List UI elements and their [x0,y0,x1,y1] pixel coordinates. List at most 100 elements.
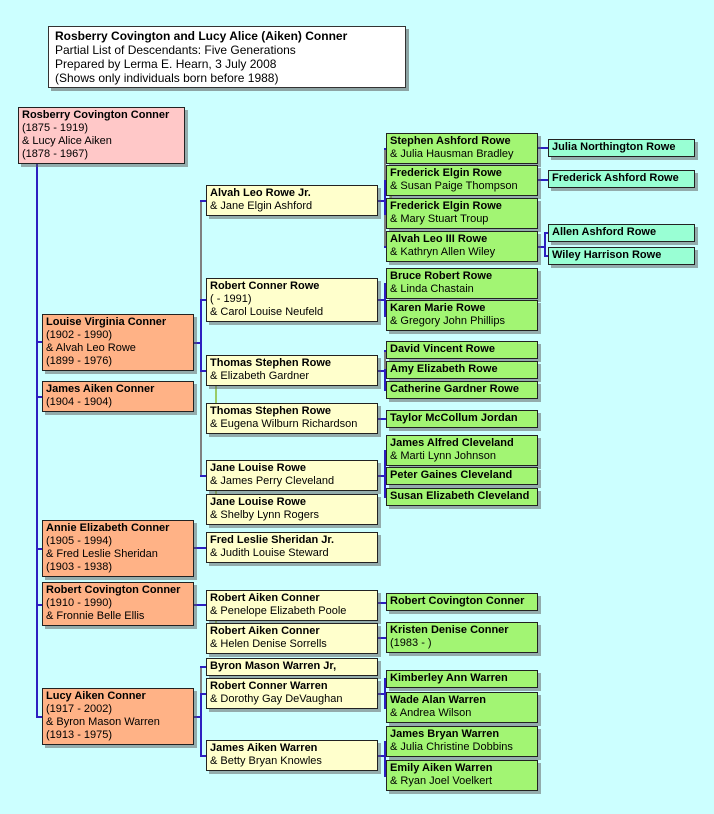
person-box-karen-marie-rowe: Karen Marie Rowe & Gregory John Phillips [386,300,538,331]
person-detail: (1913 - 1975) [46,729,113,741]
descent-line [200,693,202,757]
person-detail: & Mary Stuart Troup [390,213,489,225]
person-box-jane-louise-rowe-2: Jane Louise Rowe & Shelby Lynn Rogers [206,494,378,525]
person-box-robert-aiken-conner-2: Robert Aiken Conner & Helen Denise Sorrel… [206,623,378,654]
person-detail: & Shelby Lynn Rogers [210,509,320,521]
descent-line [194,716,202,718]
descent-line [200,299,202,372]
descent-line [378,200,386,202]
descent-line [538,246,546,248]
person-detail: & Fronnie Belle Ellis [46,610,145,622]
person-box-louise-virginia-conner: Louise Virginia Conner (1902 - 1990) & Alv… [42,314,194,371]
person-name: Jane Louise Rowe [210,496,306,508]
person-name: Catherine Gardner Rowe [390,383,519,395]
person-name: Frederick Ashford Rowe [552,172,679,184]
person-detail: & Kathryn Allen Wiley [390,246,496,258]
person-box-peter-gaines-cleveland: Peter Gaines Cleveland [386,467,538,485]
chart-prepared-by: Prepared by Lerma E. Hearn, 3 July 2008 [55,57,277,71]
person-detail: & Susan Paige Thompson [390,180,518,192]
person-detail: & Jane Elgin Ashford [210,200,313,212]
person-box-kristen-denise-conner: Kristen Denise Conner (1983 - ) [386,622,538,653]
person-name: James Bryan Warren [390,728,500,740]
person-box-amy-elizabeth-rowe: Amy Elizabeth Rowe [386,361,538,379]
descent-line [378,637,388,639]
person-box-susan-elizabeth-cleveland: Susan Elizabeth Cleveland [386,488,538,506]
person-box-julia-northington-rowe: Julia Northington Rowe [548,139,695,157]
person-name: James Alfred Cleveland [390,437,514,449]
person-name: Karen Marie Rowe [390,302,486,314]
chart-note: (Shows only individuals born before 1988… [55,71,279,85]
same-person-link [215,620,217,625]
person-detail: & Dorothy Gay DeVaughan [210,693,343,705]
person-detail: (1875 - 1919) [22,122,89,134]
descent-line [200,299,208,301]
person-detail: & Alvah Leo Rowe [46,342,136,354]
person-box-emily-aiken-warren: Emily Aiken Warren & Ryan Joel Voelkert [386,760,538,791]
person-box-david-vincent-rowe: David Vincent Rowe [386,341,538,359]
person-name: Amy Elizabeth Rowe [390,363,498,375]
descent-line [200,200,208,202]
descent-line [200,755,208,757]
person-name: Julia Northington Rowe [552,141,676,153]
person-detail: & Judith Louise Steward [210,547,329,559]
person-name: Thomas Stephen Rowe [210,405,332,417]
person-box-wade-alan-warren: Wade Alan Warren & Andrea Wilson [386,692,538,723]
descent-line [384,369,386,391]
same-person-link [390,195,392,200]
person-name: Kimberley Ann Warren [390,672,508,684]
descent-line [200,666,202,695]
descent-line [538,179,550,181]
descent-line [544,232,546,257]
person-box-james-bryan-warren: James Bryan Warren & Julia Christine Dobb… [386,726,538,757]
person-name: Fred Leslie Sheridan Jr. [210,534,335,546]
descent-line [200,200,202,299]
descent-line [538,147,550,149]
same-person-link [215,385,217,404]
person-name: Taylor McCollum Jordan [390,412,518,424]
descent-line [378,370,386,372]
same-person-link [215,490,217,496]
descent-line [36,163,38,718]
person-box-byron-mason-warren-jr: Byron Mason Warren Jr, [206,658,378,676]
person-box-alvah-leo-iii-rowe: Alvah Leo III Rowe & Kathryn Allen Wiley [386,231,538,262]
descent-line [384,678,386,709]
chart-title: Rosberry Covington and Lucy Alice (Aiken… [55,29,348,43]
person-detail: (1983 - ) [390,637,432,649]
person-name: Robert Conner Rowe [210,280,320,292]
person-name: Susan Elizabeth Cleveland [390,490,530,502]
person-detail: (1905 - 1994) [46,535,113,547]
descent-line [378,755,386,757]
person-detail: & Gregory John Phillips [390,315,505,327]
person-name: Stephen Ashford Rowe [390,135,511,147]
person-detail: & Eugena Wilburn Richardson [210,418,358,430]
person-box-james-aiken-warren: James Aiken Warren & Betty Bryan Knowles [206,740,378,771]
person-detail: & Carol Louise Neufeld [210,306,324,318]
descent-line [544,232,550,234]
person-detail: (1902 - 1990) [46,329,113,341]
person-box-frederick-elgin-rowe-2: Frederick Elgin Rowe & Mary Stuart Troup [386,198,538,229]
person-name: Robert Covington Conner [46,584,181,596]
person-detail: & Helen Denise Sorrells [210,638,327,650]
descent-line [378,602,388,604]
person-detail: & Byron Mason Warren [46,716,160,728]
descent-line [200,693,208,695]
descent-line [36,716,44,718]
person-name: Alvah Leo Rowe Jr. [210,187,311,199]
person-detail: (1917 - 2002) [46,703,113,715]
person-detail: (1899 - 1976) [46,355,113,367]
person-name: Allen Ashford Rowe [552,226,657,238]
descent-line [194,342,202,344]
descent-line [378,693,386,695]
person-detail: (1904 - 1904) [46,396,113,408]
person-detail: & Andrea Wilson [390,707,472,719]
person-detail: & Betty Bryan Knowles [210,755,322,767]
person-name: James Aiken Conner [46,383,155,395]
descent-line [200,475,208,477]
person-name: Emily Aiken Warren [390,762,493,774]
descent-line [378,418,388,420]
descent-line [194,547,208,549]
chart-subtitle: Partial List of Descendants: Five Genera… [55,43,296,57]
person-name: Wade Alan Warren [390,694,486,706]
person-box-lucy-aiken-conner: Lucy Aiken Conner (1917 - 2002) & Byron Ma… [42,688,194,745]
descent-line [378,475,386,477]
